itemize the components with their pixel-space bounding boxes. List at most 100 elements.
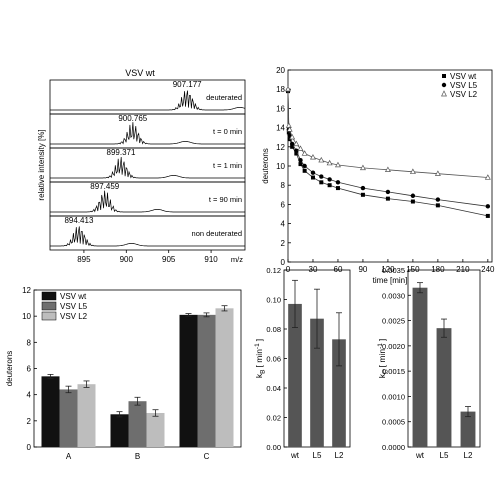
legend-marker (442, 74, 446, 78)
data-point-triangle (409, 168, 416, 174)
y-axis-label: kB[ min-1] (254, 339, 267, 378)
category-label: L2 (335, 451, 344, 460)
data-point-triangle (286, 126, 293, 132)
data-point-triangle (484, 174, 491, 180)
y-axis-label-part: -1 (377, 343, 384, 349)
spectrum-condition: deuterated (206, 93, 242, 102)
bar (215, 308, 234, 447)
data-point-triangle (301, 150, 308, 156)
legend-label: VSV L5 (450, 81, 478, 90)
legend-swatch (41, 301, 57, 311)
data-point-circle (335, 180, 341, 185)
y-tick-label: 0 (281, 258, 286, 267)
data-point-triangle (334, 161, 341, 168)
data-point-circle (302, 163, 307, 169)
category-label: A (66, 452, 72, 461)
x-tick-label: 210 (456, 265, 470, 274)
bar (436, 328, 452, 447)
x-tick-label: 910 (204, 255, 218, 264)
data-point-square (435, 203, 440, 208)
data-point-triangle (318, 156, 325, 163)
fit-line (287, 89, 488, 178)
data-point-square (327, 183, 332, 188)
peak-label: 897.459 (90, 182, 119, 191)
y-tick-label: 0.00 (266, 443, 281, 452)
bar (77, 384, 96, 447)
bar (59, 389, 78, 447)
spectrum-condition: t = 90 min (209, 195, 242, 204)
legend-label: VSV L5 (60, 302, 88, 311)
y-tick-label: 0.02 (266, 414, 281, 423)
y-tick-label: 0.0030 (382, 291, 405, 300)
category-label: L5 (313, 451, 322, 460)
data-point-triangle (384, 166, 391, 172)
category-label: wt (290, 451, 300, 460)
kb-bar-panel: 0.00 0.02 0.04 0.06 0.08 0.10 0.12 wt L5 L2 kB[ mi… (254, 266, 351, 460)
y-axis-label-part: -1 (254, 343, 261, 349)
spectrum-trace (50, 90, 246, 111)
data-point-triangle (293, 140, 300, 147)
data-point-square (319, 180, 324, 185)
data-point-circle (298, 158, 303, 163)
data-point-triangle (297, 145, 304, 151)
x-tick-label: 180 (431, 265, 445, 274)
legend-label: VSV wt (60, 292, 87, 301)
y-tick-label: 16 (276, 104, 285, 113)
bar (412, 287, 428, 447)
x-tick-label: 240 (481, 265, 495, 274)
legend-marker (441, 82, 447, 88)
y-axis-label: deuterons (261, 148, 270, 184)
data-point-circle (485, 204, 491, 209)
y-axis-label: kC[ min-1] (377, 339, 390, 379)
y-axis-label-part: [ min (377, 349, 387, 368)
bar (41, 376, 60, 447)
data-point-circle (287, 133, 292, 138)
x-tick-label: 30 (309, 265, 318, 274)
y-tick-label: 12 (276, 143, 285, 152)
y-tick-label: 0.04 (266, 384, 281, 393)
y-axis-label-part: k (254, 373, 264, 378)
y-axis-label-part: C (383, 369, 390, 374)
data-point-triangle (289, 133, 296, 140)
peak-label: 907.177 (173, 80, 202, 89)
data-point-square (410, 199, 415, 204)
spectrum-condition: non deuterated (192, 229, 242, 238)
y-tick-label: 8 (281, 181, 286, 190)
ms-spectra-panel: VSV wt 907.177 deuterated 900.765 t = 0 min 8… (37, 68, 246, 264)
spectrum-trace (50, 122, 245, 145)
y-tick-label: 8 (27, 338, 32, 347)
data-point-circle (385, 189, 391, 195)
category-label: wt (415, 451, 425, 460)
y-tick-label: 4 (27, 391, 32, 400)
kc-bar-panel: 0.0000 0.0005 0.0010 0.0015 0.0020 0.0025 0.00… (377, 266, 481, 460)
y-tick-label: 0.10 (266, 296, 281, 305)
legend-swatch (41, 291, 57, 301)
kinetics-panel: 0 30 60 90 120 150 180 210 240 0 2 4 6 8 10 12 14 16 18 20 t… (261, 66, 495, 285)
data-point-circle (327, 177, 332, 182)
data-point-circle (289, 141, 295, 147)
x-tick-label: 905 (162, 255, 176, 264)
y-tick-label: 0.12 (266, 266, 281, 275)
y-tick-label: 0.0005 (382, 418, 405, 427)
y-tick-label: 0.0000 (382, 443, 405, 452)
data-point-square (286, 130, 291, 135)
y-axis-label: relative intensity [%] (37, 129, 46, 200)
category-label: B (135, 452, 140, 461)
data-point-square (310, 175, 315, 180)
bar (332, 339, 346, 447)
peak-label: 899.371 (107, 148, 136, 157)
legend-label: VSV L2 (450, 90, 478, 99)
spectrum-trace (50, 226, 245, 247)
y-tick-label: 0.0010 (382, 392, 405, 401)
legend-label: VSV L2 (60, 312, 88, 321)
x-tick-label: 60 (334, 265, 343, 274)
data-point-triangle (285, 85, 291, 92)
y-tick-label: 0.0035 (382, 266, 405, 275)
peak-label: 900.765 (118, 114, 147, 123)
category-label: C (204, 452, 210, 461)
legend-marker (441, 90, 447, 97)
y-tick-label: 2 (27, 417, 32, 426)
y-tick-label: 0 (27, 443, 32, 452)
y-tick-label: 2 (281, 239, 286, 248)
